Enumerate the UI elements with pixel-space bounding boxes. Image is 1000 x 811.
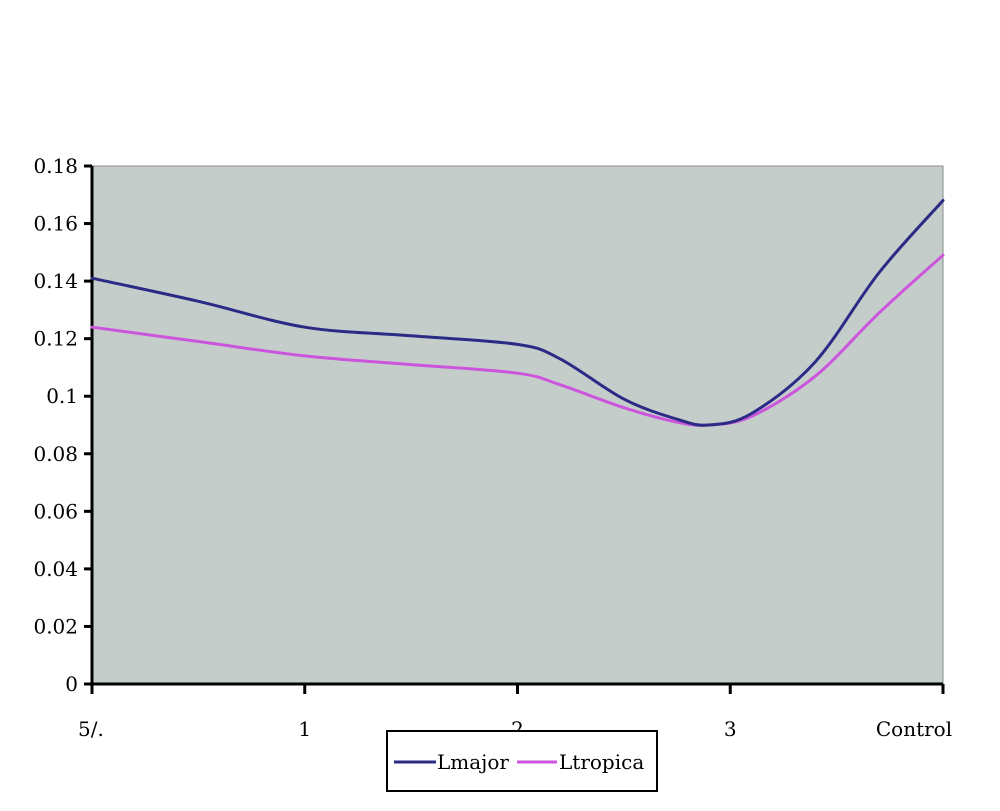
- x-tick-label: 1: [298, 717, 311, 741]
- legend-label-ltropica: Ltropica: [559, 750, 644, 774]
- y-tick-label: 0.06: [33, 499, 78, 523]
- y-tick-label: 0.14: [33, 269, 78, 293]
- x-tick-label: Control: [876, 717, 952, 741]
- plot-area: [91, 165, 944, 685]
- y-tick-label: 0.1: [46, 384, 78, 408]
- y-tick-label: 0: [65, 672, 78, 696]
- series-layer: [90, 199, 945, 427]
- y-tick-label: 0.04: [33, 557, 78, 581]
- y-tick-label: 0.18: [33, 154, 78, 178]
- series-line-ltropica: [90, 253, 945, 427]
- y-axis: 0 0.02 0.04 0.06 0.08 0.1 0.12 0.14 0.16 0.18: [33, 154, 94, 696]
- y-tick-label: 0.16: [33, 212, 78, 236]
- x-tick-label: 3: [724, 717, 737, 741]
- y-tick-label: 0.02: [33, 614, 78, 638]
- y-tick-label: 0.08: [33, 442, 78, 466]
- y-tick-label: 0.12: [33, 327, 78, 351]
- legend-label-lmajor: Lmajor: [437, 750, 509, 774]
- series-line-lmajor: [90, 199, 945, 427]
- x-axis: 5/. 1 2 3 Control: [78, 682, 952, 741]
- x-tick-label: 5/.: [78, 717, 104, 741]
- legend: Lmajor Ltropica: [386, 730, 658, 792]
